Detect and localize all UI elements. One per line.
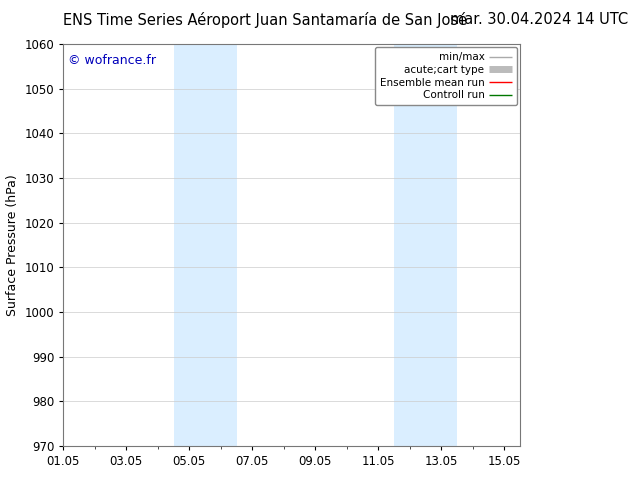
Text: mar. 30.04.2024 14 UTC: mar. 30.04.2024 14 UTC: [450, 12, 628, 27]
Y-axis label: Surface Pressure (hPa): Surface Pressure (hPa): [6, 174, 19, 316]
Text: © wofrance.fr: © wofrance.fr: [68, 54, 156, 67]
Bar: [174, 44, 236, 446]
Text: ENS Time Series Aéroport Juan Santamaría de San José: ENS Time Series Aéroport Juan Santamaría…: [63, 12, 467, 28]
Legend: min/max, acute;cart type, Ensemble mean run, Controll run: min/max, acute;cart type, Ensemble mean …: [375, 47, 517, 105]
Bar: [394, 44, 457, 446]
